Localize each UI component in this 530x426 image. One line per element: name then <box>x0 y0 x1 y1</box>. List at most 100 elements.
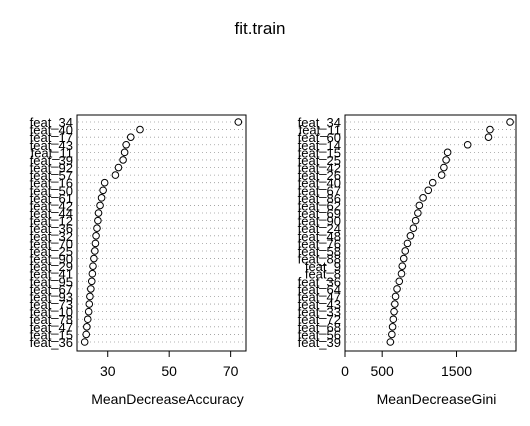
data-point <box>94 209 103 217</box>
x-tick-label: 70 <box>223 363 239 379</box>
feature-label: feat_67 <box>298 183 341 198</box>
data-point <box>114 163 123 172</box>
data-point <box>406 231 415 240</box>
data-point <box>87 277 96 286</box>
plot-frame <box>76 114 247 352</box>
feature-label: feat_11 <box>31 145 73 160</box>
feature-label: feat_76 <box>298 236 341 251</box>
data-point <box>398 262 407 270</box>
data-point <box>90 254 98 263</box>
data-point <box>84 307 93 316</box>
data-point <box>92 231 100 240</box>
data-point <box>443 148 452 157</box>
feature-label: feat_64 <box>298 282 341 297</box>
feature-label: feat_86 <box>298 191 341 206</box>
data-point <box>442 156 450 164</box>
data-point <box>393 285 401 293</box>
data-point <box>437 171 446 179</box>
data-point <box>486 125 494 134</box>
data-point <box>83 315 92 324</box>
feature-label: feat_57 <box>30 168 73 183</box>
feature-label: feat_14 <box>298 138 341 153</box>
data-point <box>399 254 408 263</box>
data-point <box>80 338 89 346</box>
data-point <box>403 239 412 248</box>
data-point <box>395 277 404 286</box>
data-point <box>122 140 130 149</box>
data-point <box>415 201 424 210</box>
x-tick-label: 50 <box>161 363 177 379</box>
feature-label: feat_95 <box>30 274 73 289</box>
data-point <box>82 330 91 339</box>
data-point <box>85 300 94 308</box>
data-point <box>120 148 129 157</box>
feature-label: feat_50 <box>30 183 73 198</box>
data-point <box>126 133 135 141</box>
feature-label: feat_61 <box>30 191 73 206</box>
data-point <box>91 239 100 248</box>
feature-label: feat_60 <box>298 130 341 145</box>
feature-label: feat_36 <box>30 221 73 236</box>
x-tick-label: 30 <box>100 363 116 379</box>
data-point <box>93 224 101 233</box>
data-point <box>388 323 397 331</box>
data-point <box>83 323 91 331</box>
data-point <box>419 194 427 202</box>
data-point <box>86 292 94 301</box>
feature-label: feat_62 <box>298 198 341 213</box>
data-point <box>136 125 144 134</box>
plot-frame <box>344 114 517 352</box>
data-point <box>119 156 127 164</box>
data-point <box>389 315 398 324</box>
feature-label: feat_34 <box>298 115 341 130</box>
data-point <box>506 118 514 126</box>
feature-label: feat_17 <box>30 130 73 145</box>
feature-label: feat_24 <box>298 221 341 236</box>
panel-mean-decrease-accuracy: feat_34feat_40feat_17feat_43feat_11feat_… <box>30 114 247 407</box>
feature-label: feat_90 <box>298 214 341 229</box>
feature-label: feat_44 <box>30 206 73 221</box>
feature-label: feat_42 <box>298 161 341 176</box>
feature-label: feat_47 <box>298 289 341 304</box>
data-point <box>440 163 448 172</box>
feature-label: feat_56 <box>298 327 341 342</box>
feature-label: feat_39 <box>30 153 73 168</box>
feature-label: feat_11 <box>299 123 341 138</box>
data-point <box>94 216 102 225</box>
feature-label: feat_43 <box>298 297 341 312</box>
x-tick-label: 1500 <box>441 363 472 379</box>
panel-mean-decrease-gini: feat_34feat_11feat_60feat_14feat_15feat_… <box>298 114 517 407</box>
feature-label: feat_32 <box>30 229 73 244</box>
feature-label: feat_42 <box>30 198 73 213</box>
feature-label: feat_39 <box>298 335 341 350</box>
feature-label: feat_25 <box>30 244 73 259</box>
data-point <box>96 201 104 210</box>
feature-label: feat_8 <box>305 267 341 282</box>
feature-label: feat_36 <box>298 274 341 289</box>
data-point <box>391 292 400 301</box>
feature-label: feat_15 <box>30 327 73 342</box>
data-point <box>388 330 396 339</box>
feature-label: feat_40 <box>30 123 73 138</box>
data-point <box>414 209 422 217</box>
feature-label: feat_43 <box>30 138 73 153</box>
data-point <box>87 285 95 293</box>
data-point <box>401 247 410 255</box>
data-point <box>386 338 395 346</box>
feature-label: feat_16 <box>30 176 73 191</box>
data-point <box>428 178 437 187</box>
feature-label: feat_47 <box>30 320 73 335</box>
data-point <box>88 269 97 278</box>
data-point <box>99 186 107 195</box>
feature-label: feat_90 <box>30 252 73 267</box>
feature-label: feat_9 <box>305 259 341 274</box>
feature-label: feat_12 <box>30 214 73 229</box>
feature-label: feat_48 <box>298 229 341 244</box>
data-point <box>100 178 109 187</box>
feature-label: feat_40 <box>298 176 341 191</box>
feature-label: feat_70 <box>30 236 73 251</box>
feature-label: feat_78 <box>30 312 73 327</box>
feature-label: feat_88 <box>298 252 341 267</box>
feature-label: feat_33 <box>298 305 341 320</box>
